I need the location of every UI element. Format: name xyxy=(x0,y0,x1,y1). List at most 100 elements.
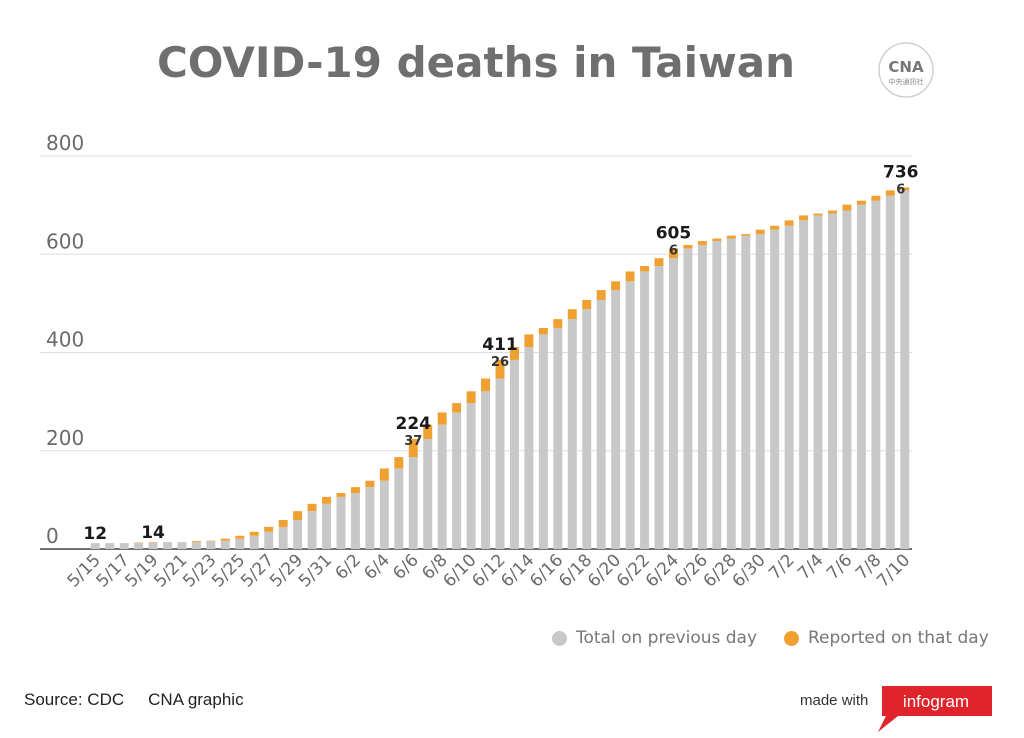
bar-previous xyxy=(350,492,360,549)
bar-previous xyxy=(307,511,317,549)
bar-reported xyxy=(452,403,462,413)
bar-previous xyxy=(625,281,635,549)
bar-reported xyxy=(365,480,375,488)
bar-previous xyxy=(249,535,259,549)
y-tick-label: 800 xyxy=(46,131,84,155)
bars xyxy=(90,187,910,550)
legend-label-previous: Total on previous day xyxy=(576,628,758,648)
bar-reported xyxy=(437,412,447,425)
bar-reported xyxy=(322,496,332,504)
bar-reported xyxy=(596,290,606,300)
legend-item-reported: Reported on that day xyxy=(784,628,989,648)
bar-reported xyxy=(856,200,866,205)
bar-previous xyxy=(755,234,765,549)
bar-previous xyxy=(105,543,115,549)
data-label-total: 12 xyxy=(83,524,107,544)
bar-previous xyxy=(134,543,144,549)
bar-reported xyxy=(770,225,780,230)
bar-reported xyxy=(582,299,592,310)
data-label-total: 605 xyxy=(656,223,692,243)
bar-previous xyxy=(697,244,707,549)
bar-previous xyxy=(799,220,809,549)
bar-reported xyxy=(495,359,505,379)
bar-previous xyxy=(365,487,375,549)
bar-previous xyxy=(668,258,678,549)
data-label-total: 14 xyxy=(141,523,165,543)
bar-previous xyxy=(567,319,577,549)
bar-previous xyxy=(784,225,794,549)
legend-swatch-previous xyxy=(552,630,567,646)
bar-previous xyxy=(582,309,592,549)
bar-previous xyxy=(813,215,823,549)
bar-reported xyxy=(293,511,303,521)
credit-text: CNA graphic xyxy=(148,690,244,709)
bar-reported xyxy=(799,215,809,221)
infogram-brand: infogram xyxy=(903,692,969,711)
bar-previous xyxy=(509,359,519,549)
infogram-logo-icon[interactable]: infogram xyxy=(874,686,992,732)
bar-reported xyxy=(726,235,736,239)
bar-reported xyxy=(350,487,360,493)
x-tick-label: 7/2 xyxy=(765,550,798,583)
legend: Total on previous day Reported on that d… xyxy=(552,628,1012,654)
x-tick-label: 6/6 xyxy=(389,550,422,583)
bar-previous xyxy=(452,412,462,549)
bar-reported xyxy=(307,503,317,512)
logo-text: CNA xyxy=(888,58,924,76)
bar-previous xyxy=(264,531,274,549)
x-tick-label: 5/31 xyxy=(295,550,336,591)
bar-reported xyxy=(509,347,519,360)
x-tick-label: 7/6 xyxy=(823,550,856,583)
bar-previous xyxy=(828,213,837,549)
bar-previous xyxy=(163,542,172,549)
bar-previous xyxy=(408,457,418,549)
bar-reported xyxy=(741,234,751,236)
x-tick-label: 6/4 xyxy=(360,550,393,583)
made-with-text: made with xyxy=(800,692,869,709)
data-label-reported: 37 xyxy=(404,434,422,449)
bar-previous xyxy=(394,468,404,549)
bar-reported xyxy=(336,492,346,497)
bar-previous xyxy=(220,540,230,549)
bar-reported xyxy=(567,309,577,320)
bar-reported xyxy=(784,220,794,226)
bar-reported xyxy=(871,195,881,201)
bar-previous xyxy=(379,480,389,549)
bar-reported xyxy=(264,526,274,532)
legend-label-reported: Reported on that day xyxy=(808,628,989,648)
bar-reported xyxy=(379,468,389,481)
bar-reported xyxy=(394,457,404,469)
bar-previous xyxy=(336,496,346,549)
y-tick-label: 600 xyxy=(46,229,84,253)
bar-reported xyxy=(553,319,563,328)
bar-previous xyxy=(278,526,288,549)
bar-reported xyxy=(668,248,678,259)
bar-previous xyxy=(423,438,433,549)
bar-reported xyxy=(697,240,707,245)
bar-previous xyxy=(726,238,736,549)
bar-previous xyxy=(770,229,780,549)
data-label-total: 411 xyxy=(482,335,518,355)
bar-previous xyxy=(900,190,910,549)
bar-previous xyxy=(191,542,201,549)
y-tick-label: 200 xyxy=(46,426,84,450)
bar-previous xyxy=(842,210,852,549)
bar-previous xyxy=(90,543,100,549)
bar-previous xyxy=(481,391,491,549)
bar-reported xyxy=(249,531,259,536)
bar-reported xyxy=(640,266,650,272)
bar-reported xyxy=(885,190,895,196)
bar-previous xyxy=(712,240,722,549)
x-tick-label: 7/4 xyxy=(794,550,827,583)
bar-previous xyxy=(466,403,476,549)
bar-reported xyxy=(481,378,491,392)
legend-item-previous: Total on previous day xyxy=(552,628,757,648)
bar-previous xyxy=(871,200,881,550)
bar-reported xyxy=(683,244,693,249)
bar-previous xyxy=(437,424,447,549)
bar-reported xyxy=(423,424,433,439)
bar-previous xyxy=(856,204,866,550)
bar-reported xyxy=(755,229,765,235)
bar-reported xyxy=(220,538,230,541)
bar-reported xyxy=(828,210,837,214)
